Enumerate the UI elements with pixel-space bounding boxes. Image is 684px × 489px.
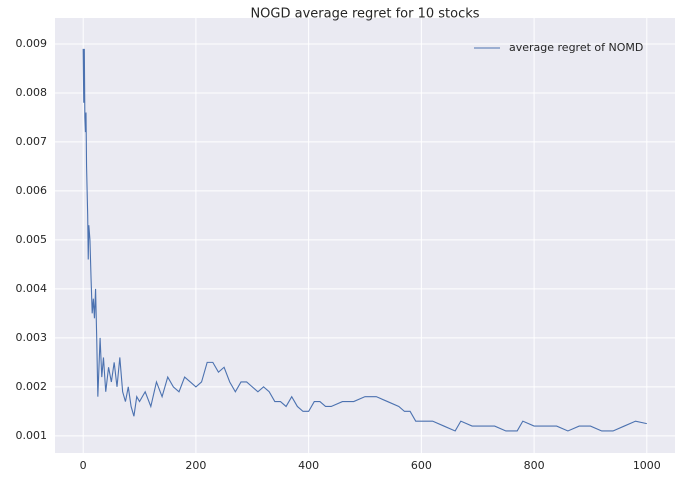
x-tick-label: 0 — [80, 459, 87, 472]
y-tick-label: 0.008 — [16, 86, 48, 99]
plot-area — [55, 18, 675, 453]
y-tick-label: 0.009 — [16, 37, 48, 50]
y-tick-label: 0.001 — [16, 429, 48, 442]
y-tick-label: 0.007 — [16, 135, 48, 148]
x-tick-label: 600 — [411, 459, 432, 472]
y-tick-label: 0.006 — [16, 184, 48, 197]
line — [82, 48, 647, 432]
x-tick-label: 800 — [524, 459, 545, 472]
x-tick-label: 200 — [185, 459, 206, 472]
legend-label: average regret of NOMD — [509, 41, 643, 54]
x-tick-label: 400 — [298, 459, 319, 472]
y-tick-label: 0.004 — [16, 282, 48, 295]
y-tick-label: 0.003 — [16, 331, 48, 344]
y-tick-label: 0.002 — [16, 380, 48, 393]
y-tick-label: 0.005 — [16, 233, 48, 246]
x-tick-label: 1000 — [633, 459, 661, 472]
chart-title: NOGD average regret for 10 stocks — [250, 7, 479, 22]
